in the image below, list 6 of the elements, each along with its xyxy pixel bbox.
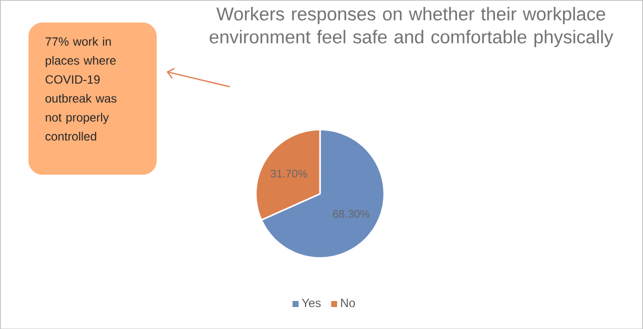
text: 77% work in places where COVID-19 outbreak was not properly controlled	[46, 36, 116, 140]
data-label: 68.30%	[333, 210, 370, 218]
chart-title: Workers responses on whether their workplace environment feel safe and comfortable physically	[210, 6, 614, 47]
legend-label: No	[341, 298, 355, 307]
legend-label: Yes	[302, 298, 321, 307]
data-label: 31.70%	[270, 170, 308, 178]
